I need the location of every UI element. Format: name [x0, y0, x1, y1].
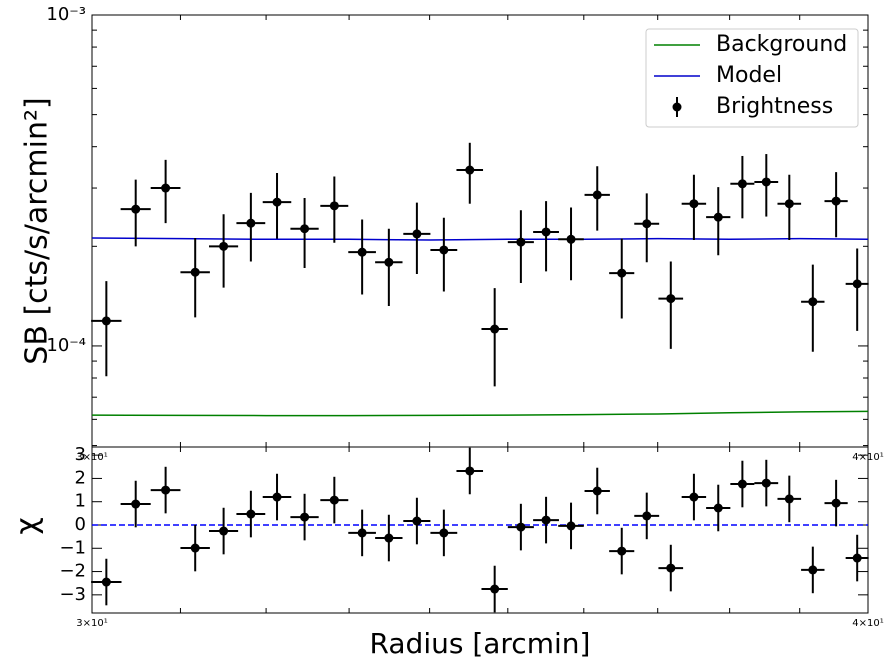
data-point — [101, 577, 111, 587]
data-point — [541, 515, 551, 525]
data-point — [761, 478, 771, 488]
data-point — [465, 165, 475, 175]
y-tick-label: −3 — [59, 584, 86, 605]
y-axis-label: SB [cts/s/arcmin²] — [20, 97, 55, 364]
data-point — [852, 279, 862, 289]
data-point — [357, 528, 367, 538]
data-point — [666, 563, 676, 573]
data-point — [465, 466, 475, 476]
y-tick-label: 3 — [75, 444, 86, 465]
y-tick-label: 0 — [75, 514, 86, 535]
data-point — [246, 509, 256, 519]
data-point — [666, 294, 676, 304]
legend-swatch — [672, 102, 682, 112]
data-point — [161, 183, 171, 193]
x-tick-label: 4×10¹ — [852, 618, 883, 629]
data-point — [808, 297, 818, 307]
data-point — [490, 584, 500, 594]
data-point — [246, 218, 256, 228]
data-point — [761, 177, 771, 187]
data-point — [219, 241, 229, 251]
data-point — [131, 499, 141, 509]
legend-box — [645, 28, 859, 128]
data-point — [566, 234, 576, 244]
data-point — [566, 521, 576, 531]
data-point — [412, 229, 422, 239]
data-point — [439, 528, 449, 538]
data-point — [784, 494, 794, 504]
data-point — [642, 219, 652, 229]
data-point — [713, 503, 723, 513]
data-point — [190, 543, 200, 553]
y-tick-label: 10⁻⁴ — [46, 335, 86, 356]
data-point — [412, 516, 422, 526]
data-point — [300, 512, 310, 522]
data-point — [516, 522, 526, 532]
data-point — [852, 553, 862, 563]
x-axis-label: Radius [arcmin] — [370, 627, 591, 660]
data-point — [737, 179, 747, 189]
data-point — [808, 565, 818, 575]
legend-label: Model — [716, 63, 782, 88]
data-point — [737, 479, 747, 489]
y-tick-label: 10⁻³ — [46, 4, 86, 25]
data-point — [642, 511, 652, 521]
data-point — [689, 492, 699, 502]
data-point — [300, 224, 310, 234]
data-point — [190, 267, 200, 277]
data-point — [617, 546, 627, 556]
y-axis-label: χ — [10, 517, 45, 534]
data-point — [592, 486, 602, 496]
data-point — [219, 526, 229, 536]
data-point — [831, 498, 841, 508]
data-point — [617, 268, 627, 278]
data-point — [329, 495, 339, 505]
data-point — [439, 245, 449, 255]
y-tick-label: 2 — [75, 467, 86, 488]
data-point — [592, 190, 602, 200]
data-point — [784, 199, 794, 209]
data-point — [713, 212, 723, 222]
data-point — [831, 196, 841, 206]
legend-label: Brightness — [716, 94, 833, 119]
data-point — [329, 201, 339, 211]
plot-frame — [91, 446, 869, 614]
data-point — [131, 204, 141, 214]
data-point — [357, 247, 367, 257]
data-point — [272, 197, 282, 207]
data-point — [272, 492, 282, 502]
data-point — [516, 237, 526, 247]
data-point — [384, 533, 394, 543]
y-tick-label: −1 — [59, 537, 86, 558]
data-point — [490, 324, 500, 334]
data-point — [161, 485, 171, 495]
x-tick-label: 3×10¹ — [76, 618, 107, 629]
data-point — [689, 199, 699, 209]
data-point — [541, 227, 551, 237]
legend-label: Background — [716, 32, 847, 57]
line — [91, 237, 869, 241]
y-tick-label: −2 — [59, 561, 86, 582]
line — [91, 410, 869, 417]
data-point — [384, 257, 394, 267]
y-tick-label: 1 — [75, 491, 86, 512]
data-point — [101, 316, 111, 326]
